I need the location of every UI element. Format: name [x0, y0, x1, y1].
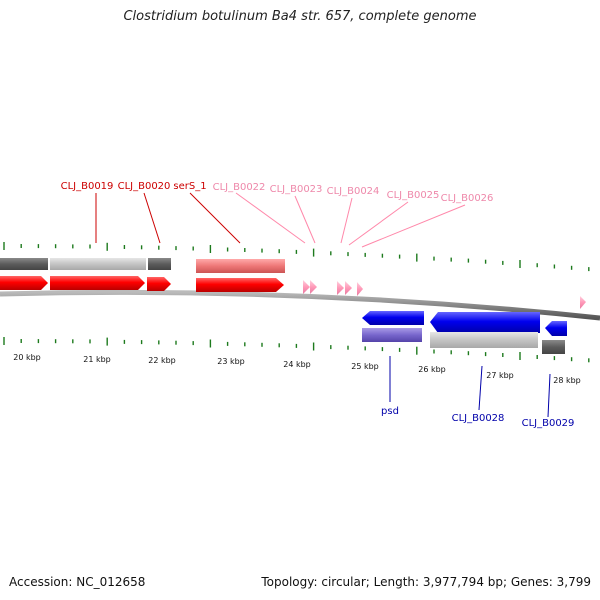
gene-label-clj0025[interactable]: CLJ_B0025	[387, 190, 440, 201]
scale-label: 24 kbp	[283, 360, 311, 369]
cds-arrow-forward[interactable]	[50, 276, 145, 290]
cds-arrow-forward-small[interactable]	[337, 281, 344, 295]
reverse-callouts	[389, 356, 551, 418]
gene-bar-purple[interactable]	[362, 328, 422, 342]
scale-label: 28 kbp	[553, 376, 581, 385]
gene-bar-light[interactable]	[50, 258, 146, 270]
map-title: Clostridium botulinum Ba4 str. 657, comp…	[123, 9, 477, 24]
cds-arrow-reverse[interactable]	[362, 311, 424, 325]
cds-arrow-reverse[interactable]	[430, 312, 540, 333]
accession-label: Accession: NC_012658	[9, 575, 146, 589]
gene-label-clj0023[interactable]: CLJ_B0023	[270, 184, 323, 195]
cds-arrow-forward-small[interactable]	[345, 281, 352, 295]
scale-label: 27 kbp	[486, 371, 514, 380]
gene-label-clj0026[interactable]: CLJ_B0026	[441, 193, 494, 204]
genome-summary: Topology: circular; Length: 3,977,794 bp…	[261, 575, 591, 589]
scale-ticks-bottom	[3, 337, 590, 363]
cds-arrow-forward-small[interactable]	[357, 282, 363, 296]
gene-bar-light[interactable]	[430, 332, 538, 348]
forward-callouts	[95, 192, 466, 248]
scale-label: 22 kbp	[148, 356, 176, 365]
gene-bar-salmon[interactable]	[196, 259, 285, 273]
cds-arrow-forward-small[interactable]	[303, 280, 310, 294]
cds-arrow-forward[interactable]	[196, 278, 284, 292]
cds-arrow-reverse[interactable]	[545, 321, 567, 336]
gene-label-sers1[interactable]: serS_1	[173, 181, 206, 192]
gene-label-clj0029[interactable]: CLJ_B0029	[522, 418, 575, 429]
gene-bar-dark[interactable]	[542, 340, 565, 354]
gene-label-clj0020[interactable]: CLJ_B0020	[118, 181, 171, 192]
genome-backbone	[0, 289, 600, 321]
gene-bar-dark[interactable]	[0, 258, 48, 270]
scale-label: 20 kbp	[13, 353, 41, 362]
scale-label: 26 kbp	[418, 365, 446, 374]
gene-label-clj0024[interactable]: CLJ_B0024	[327, 186, 380, 197]
cds-arrow-forward[interactable]	[0, 276, 48, 290]
scale-label: 21 kbp	[83, 355, 111, 364]
cds-arrow-forward-small[interactable]	[310, 280, 317, 294]
cds-arrow-forward-small[interactable]	[580, 296, 586, 309]
gene-label-clj0022[interactable]: CLJ_B0022	[213, 182, 266, 193]
gene-label-clj0028[interactable]: CLJ_B0028	[452, 413, 505, 424]
scale-label: 25 kbp	[351, 362, 379, 371]
scale-ticks-top	[3, 242, 590, 272]
gene-label-psd[interactable]: psd	[381, 406, 399, 417]
gene-label-clj0019[interactable]: CLJ_B0019	[61, 181, 114, 192]
scale-label: 23 kbp	[217, 357, 245, 366]
gene-bar-dark[interactable]	[148, 258, 171, 270]
cds-arrow-forward[interactable]	[147, 277, 171, 291]
